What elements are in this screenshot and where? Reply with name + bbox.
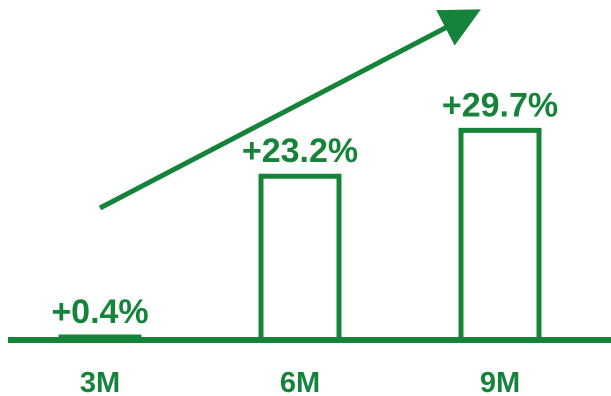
x-tick-label-9m: 9M	[480, 367, 520, 396]
bar-6m	[258, 173, 342, 343]
x-tick-label-3m: 3M	[80, 367, 120, 396]
x-tick-label-6m: 6M	[280, 367, 320, 396]
data-label-3m: +0.4%	[51, 293, 148, 331]
data-label-9m: +29.7%	[442, 86, 558, 124]
trend-arrow	[98, 9, 481, 211]
data-label-6m: +23.2%	[242, 132, 358, 170]
bar-9m	[458, 127, 542, 343]
